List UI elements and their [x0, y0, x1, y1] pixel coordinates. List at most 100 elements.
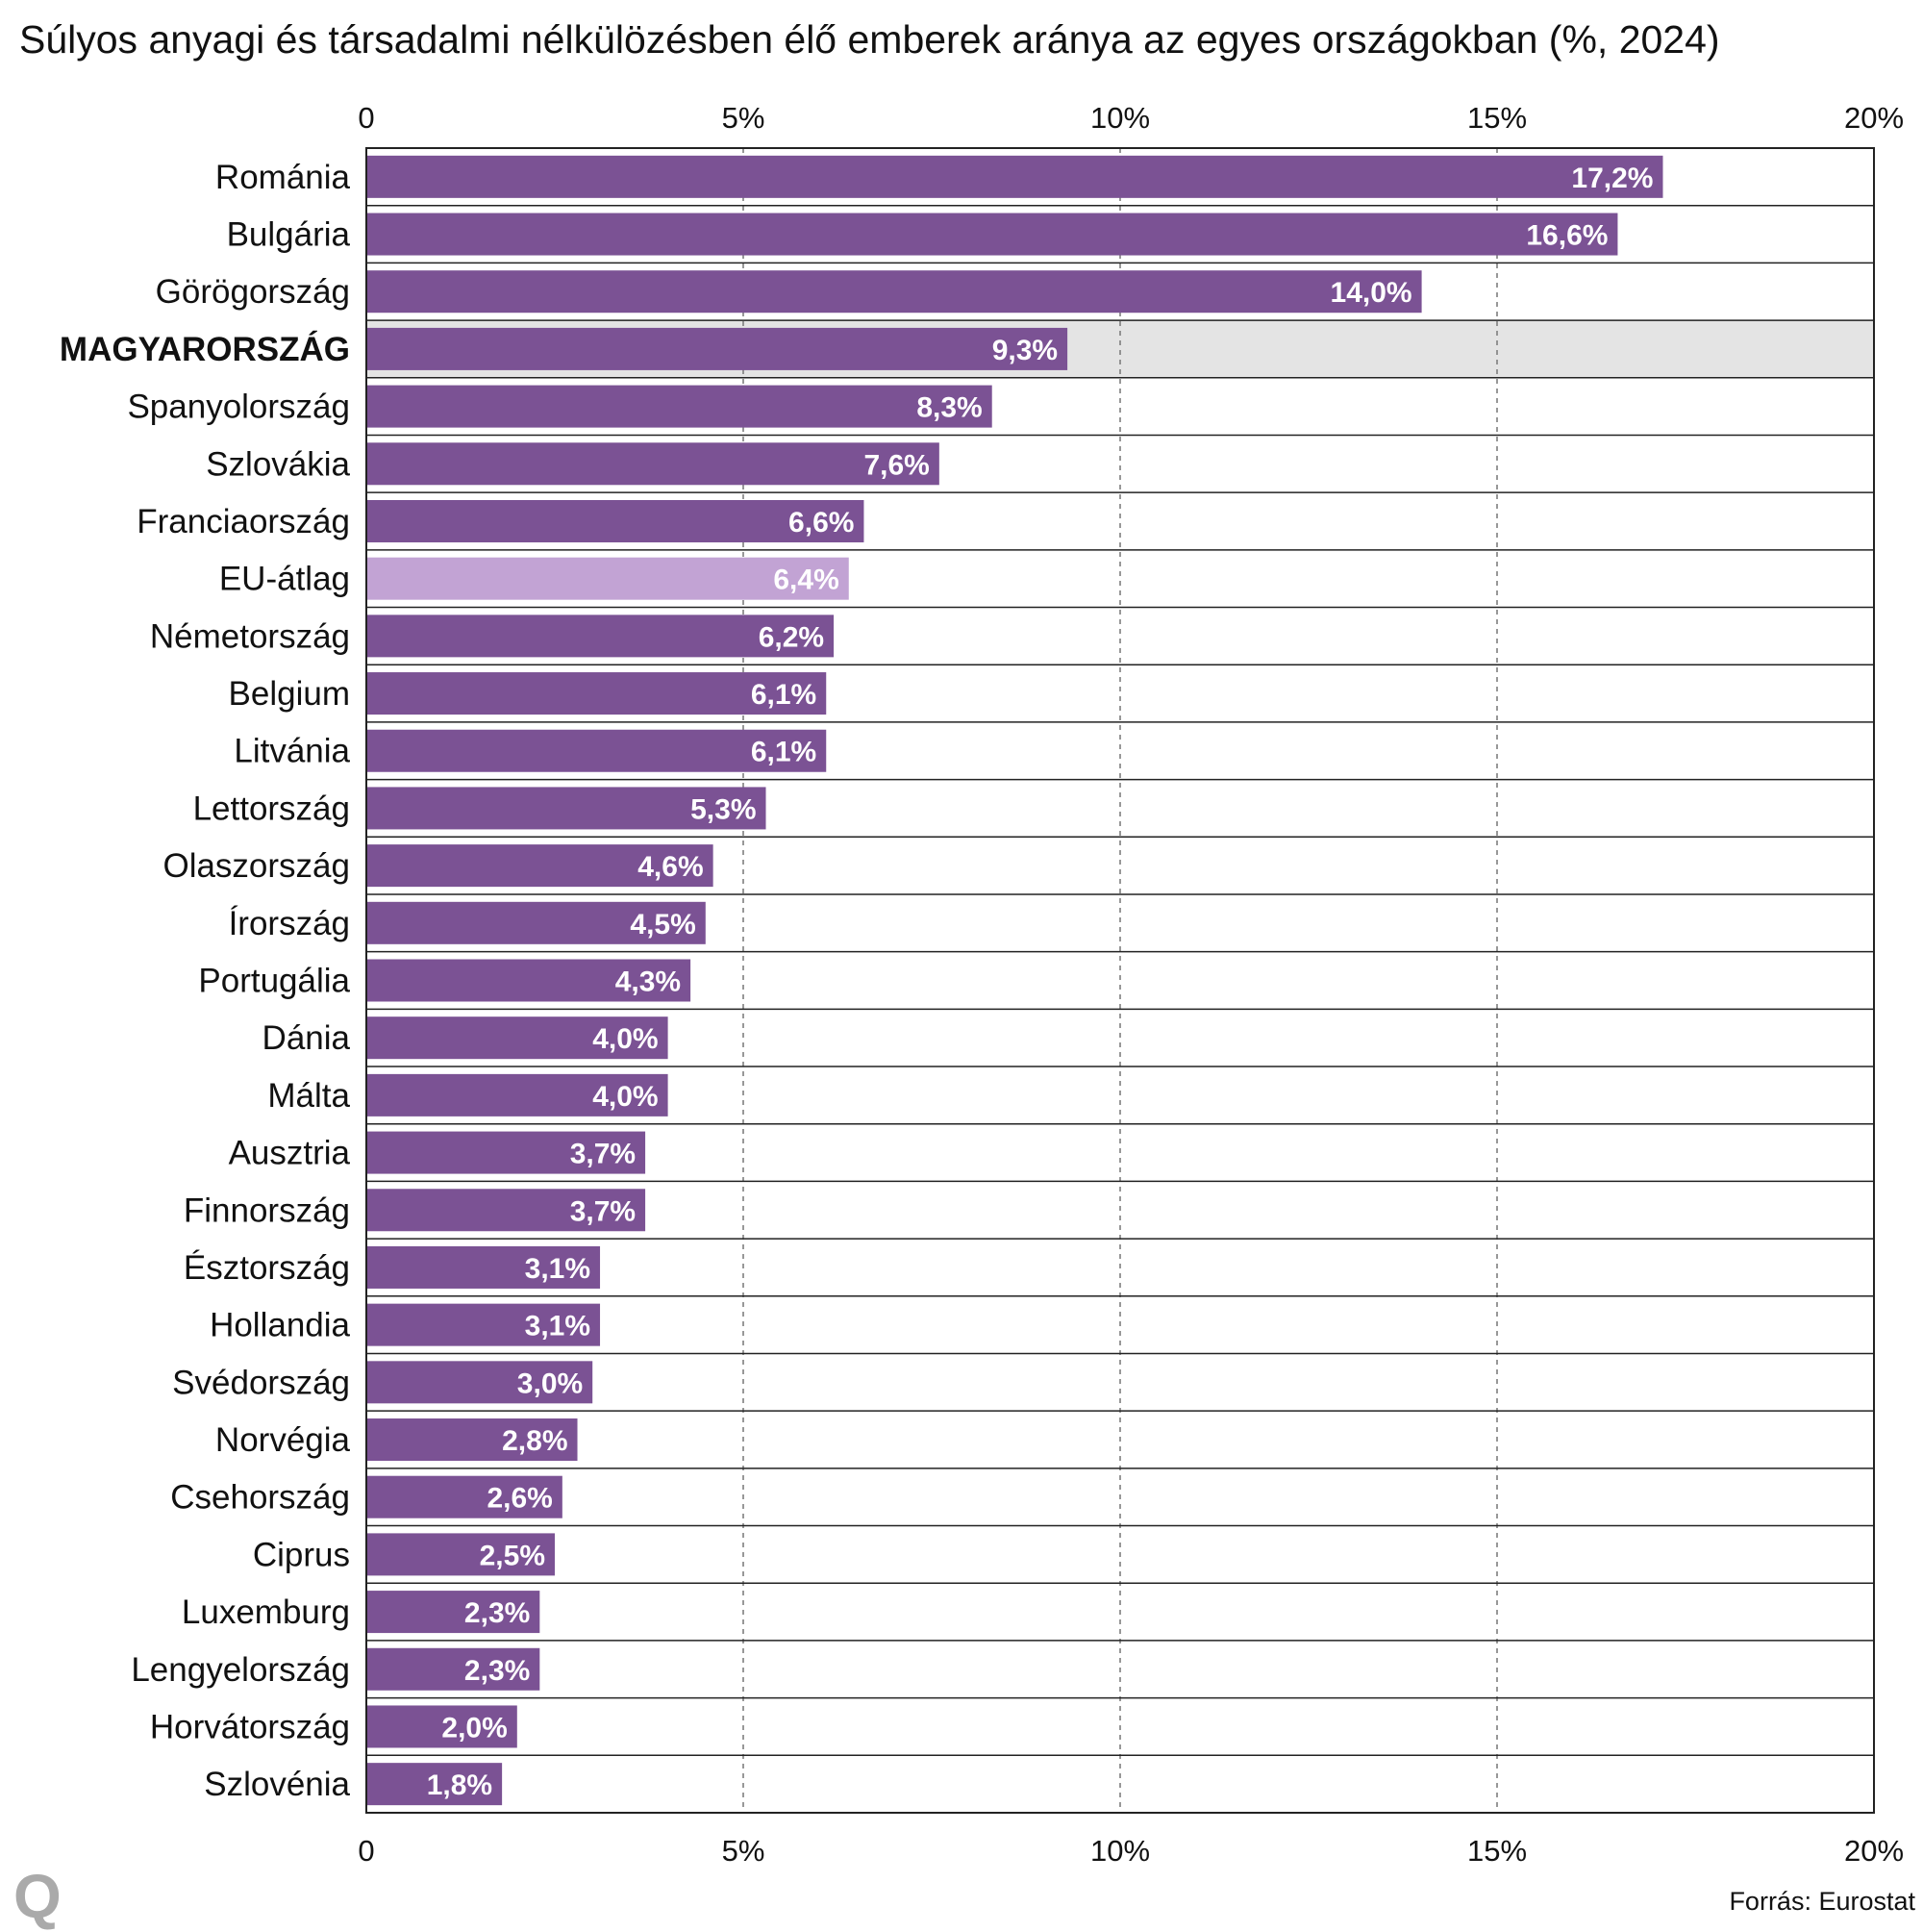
plot-frame: [365, 147, 1875, 1814]
x-tick-label-top: 20%: [1844, 101, 1904, 135]
bar: [366, 499, 864, 542]
data-label: 5,3%: [690, 793, 756, 825]
data-label: 2,3%: [464, 1655, 530, 1687]
y-category-label: Hollandia: [210, 1307, 350, 1344]
bar: [366, 1189, 646, 1232]
data-label: 3,0%: [517, 1367, 583, 1399]
y-category-label: Málta: [267, 1077, 350, 1115]
x-tick-label-bottom: 5%: [722, 1834, 765, 1868]
x-tick-label-top: 15%: [1467, 101, 1527, 135]
x-tick-label-top: 0: [358, 101, 374, 135]
y-category-label: Bulgária: [227, 216, 351, 254]
bar: [366, 1016, 668, 1060]
y-category-label: Belgium: [229, 675, 350, 713]
bar: [366, 901, 706, 944]
y-category-label: Írország: [229, 905, 350, 942]
bar: [366, 213, 1618, 256]
y-category-label: Portugália: [198, 963, 350, 1000]
data-label: 17,2%: [1571, 163, 1653, 194]
bar: [366, 672, 827, 715]
x-tick-label-bottom: 15%: [1467, 1834, 1527, 1868]
x-tick-label-bottom: 10%: [1090, 1834, 1150, 1868]
y-category-label: Spanyolország: [127, 389, 350, 426]
y-category-label: Észtország: [184, 1249, 350, 1287]
y-category-label: Dánia: [262, 1019, 351, 1057]
data-label: 4,0%: [592, 1023, 658, 1055]
y-category-label: Szlovákia: [206, 445, 350, 483]
y-category-label: MAGYARORSZÁG: [60, 330, 350, 368]
y-category-label: Olaszország: [162, 847, 350, 885]
y-category-label: Luxemburg: [182, 1593, 350, 1631]
bar: [366, 1533, 555, 1576]
data-label: 3,7%: [570, 1139, 636, 1170]
y-category-label: Svédország: [172, 1364, 350, 1401]
data-label: 3,7%: [570, 1195, 636, 1227]
data-label: 9,3%: [992, 335, 1058, 366]
data-label: 7,6%: [863, 449, 929, 481]
bar: [366, 1361, 593, 1404]
bar: [366, 844, 713, 888]
data-label: 4,6%: [637, 851, 703, 883]
data-label: 4,5%: [630, 909, 695, 941]
bar: [366, 1131, 646, 1174]
y-category-label: Ciprus: [253, 1536, 350, 1573]
bar: [366, 787, 766, 830]
y-category-label: Ausztria: [229, 1135, 351, 1172]
logo: Q: [13, 1862, 62, 1931]
bar: [366, 1073, 668, 1117]
y-category-label: Csehország: [170, 1479, 350, 1517]
bar: [366, 1647, 540, 1691]
y-category-label: Lengyelország: [131, 1651, 350, 1689]
bar: [366, 1418, 578, 1462]
data-label: 1,8%: [427, 1769, 492, 1801]
y-category-label: Litvánia: [234, 733, 350, 770]
x-tick-label-top: 10%: [1090, 101, 1150, 135]
data-label: 6,6%: [788, 507, 854, 539]
bar: [366, 1303, 601, 1346]
y-category-label: Horvátország: [150, 1708, 350, 1745]
data-label: 4,3%: [615, 966, 681, 998]
data-label: 6,4%: [773, 565, 838, 596]
data-label: 2,8%: [502, 1425, 567, 1457]
data-label: 2,6%: [487, 1483, 552, 1515]
data-label: 3,1%: [525, 1253, 590, 1285]
bar: [366, 615, 835, 658]
chart-title: Súlyos anyagi és társadalmi nélkülözésbe…: [19, 17, 1720, 62]
data-label: 4,0%: [592, 1081, 658, 1113]
x-tick-label-bottom: 20%: [1844, 1834, 1904, 1868]
bar: [366, 442, 939, 486]
data-label: 14,0%: [1331, 277, 1412, 309]
y-category-label: Németország: [150, 617, 350, 655]
data-label: 6,2%: [759, 621, 824, 653]
source-note: Forrás: Eurostat: [1729, 1887, 1915, 1916]
x-tick-label-top: 5%: [722, 101, 765, 135]
data-label: 16,6%: [1526, 220, 1608, 252]
bar: [366, 729, 827, 772]
bar: [366, 959, 691, 1002]
y-category-label: Franciaország: [137, 503, 350, 540]
data-label: 8,3%: [916, 392, 982, 424]
y-category-label: Románia: [215, 159, 351, 196]
bar: [366, 385, 992, 428]
data-label: 2,5%: [480, 1540, 545, 1571]
bar: [366, 1245, 601, 1289]
bar: [366, 327, 1068, 370]
bar: [366, 155, 1663, 198]
y-category-label: Norvégia: [215, 1421, 351, 1459]
bar: [366, 557, 849, 600]
y-category-label: Lettország: [193, 790, 350, 827]
data-label: 6,1%: [751, 737, 816, 768]
bar: [366, 270, 1422, 314]
data-label: 2,0%: [441, 1712, 507, 1744]
bar: [366, 1475, 562, 1518]
y-category-label: Görögország: [156, 273, 350, 311]
y-category-label: Szlovénia: [204, 1766, 350, 1803]
data-label: 3,1%: [525, 1311, 590, 1342]
bar: [366, 1705, 517, 1748]
y-category-label: Finnország: [184, 1192, 350, 1229]
data-label: 6,1%: [751, 679, 816, 711]
bar: [366, 1591, 540, 1634]
bar: [366, 1763, 503, 1806]
x-tick-label-bottom: 0: [358, 1834, 374, 1868]
y-category-label: EU-átlag: [219, 561, 350, 598]
